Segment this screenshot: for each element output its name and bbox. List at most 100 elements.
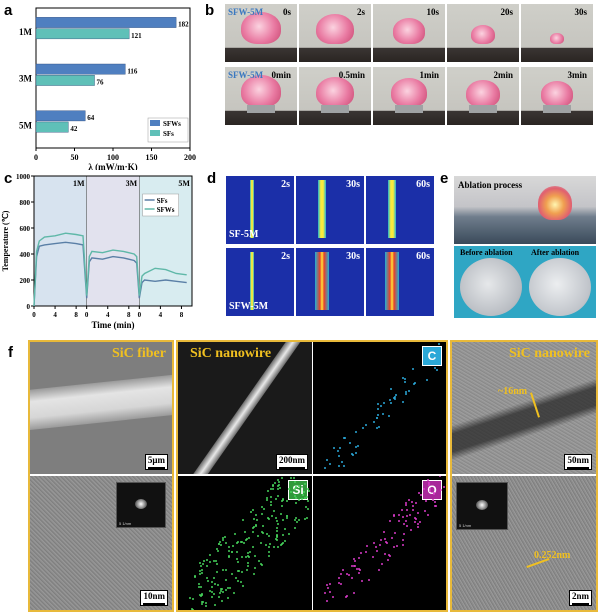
eds-dot [355, 446, 358, 449]
scale-bar-f-top: 5μm [144, 454, 168, 470]
eds-dot [371, 555, 374, 558]
eds-dot [209, 590, 212, 593]
eds-dot [339, 582, 342, 585]
eds-dot [354, 431, 357, 434]
eds-dot [255, 513, 258, 516]
eds-dot [227, 550, 230, 553]
eds-dot [293, 494, 296, 497]
eds-dot [379, 538, 382, 541]
eds-dot [290, 491, 293, 493]
eds-dot [213, 577, 216, 580]
eds-dot [365, 544, 368, 547]
nanowire-band [452, 366, 596, 468]
after-label: After ablation [531, 248, 580, 257]
eds-dot [225, 542, 228, 545]
eds-dot [280, 513, 283, 516]
eds-dot [262, 507, 265, 510]
eds-dot [394, 532, 397, 535]
eds-dot [344, 596, 347, 599]
x-tick-label: 8 [127, 311, 131, 319]
eds-dot [211, 591, 214, 594]
ablation-photo: Ablation process [454, 176, 596, 244]
eds-dot [259, 562, 262, 565]
eds-dot [393, 395, 396, 398]
eds-dot [241, 584, 244, 587]
eds-dot [246, 561, 249, 564]
eds-dot [274, 537, 277, 540]
eds-dot [406, 508, 409, 511]
bar-sfws [35, 110, 86, 122]
scale-bar-h-top: 50nm [564, 454, 592, 470]
fiber-body [30, 372, 172, 432]
saed-scale: 5 1/nm [119, 521, 132, 526]
eds-dot [373, 542, 376, 545]
eds-dot [271, 515, 274, 517]
lattice-label: 0.252nm [534, 550, 571, 561]
pink-sample [471, 24, 495, 44]
time-label: 30s [346, 179, 360, 190]
plot-frame [33, 175, 193, 307]
eds-dot [358, 567, 361, 570]
eds-dot [200, 585, 203, 588]
eds-dot [408, 498, 411, 501]
eds-dot [282, 519, 284, 522]
eds-dot [416, 522, 419, 525]
eds-dot [198, 561, 201, 564]
eds-dot [295, 516, 298, 519]
eds-dot [200, 572, 203, 574]
eds-dot [407, 389, 410, 392]
eds-dot [331, 596, 334, 599]
eds-dot [219, 540, 222, 543]
eds-dot [332, 473, 335, 474]
eds-dot [237, 579, 240, 582]
eds-dot [405, 501, 408, 504]
eds-dot [261, 512, 264, 515]
pink-sample [466, 79, 500, 107]
eds-dot [254, 525, 257, 528]
pink-sample [241, 75, 281, 107]
eds-dot [191, 607, 194, 610]
legend-label: SFs [157, 197, 168, 205]
eds-dot [252, 573, 255, 576]
eds-dot [351, 453, 354, 456]
category-label: 3M [19, 74, 33, 84]
eds-dot [200, 594, 202, 597]
eds-dot [388, 398, 391, 401]
data-label: 42 [70, 125, 78, 133]
eds-dot [382, 401, 385, 404]
eds-dot [233, 592, 235, 594]
eds-dot [437, 347, 440, 350]
eds-dot [411, 504, 414, 507]
bar-sfws [35, 63, 126, 75]
eds-dot [428, 489, 431, 492]
eds-dot [381, 412, 384, 415]
eds-dot [269, 501, 272, 503]
eds-dot [323, 466, 326, 469]
eds-dot [248, 555, 251, 558]
eds-dot [326, 599, 328, 602]
eds-dot [243, 531, 246, 534]
eds-dot [209, 561, 212, 564]
eds-dot [272, 484, 275, 487]
bar-sfws [35, 17, 177, 28]
eds-dot [410, 501, 413, 503]
eds-dot [267, 550, 270, 553]
eds-dot [361, 427, 364, 430]
time-label: 30s [574, 7, 587, 17]
eds-dot [216, 584, 219, 587]
eds-dot [282, 533, 285, 536]
eds-dot [216, 549, 219, 552]
panel-label-f: f [8, 344, 13, 361]
eds-dot [438, 476, 441, 478]
eds-dot [217, 543, 220, 545]
eds-dot [337, 455, 340, 458]
eds-dot [433, 491, 436, 494]
y-tick-label: 1000 [16, 173, 31, 181]
eds-map-c: C [313, 342, 446, 474]
panel-f-frame [28, 340, 174, 612]
eds-dot [293, 480, 296, 483]
eds-dot [275, 535, 278, 538]
eds-dot [328, 583, 331, 586]
eds-dot [227, 587, 230, 590]
eds-dot [222, 568, 225, 571]
